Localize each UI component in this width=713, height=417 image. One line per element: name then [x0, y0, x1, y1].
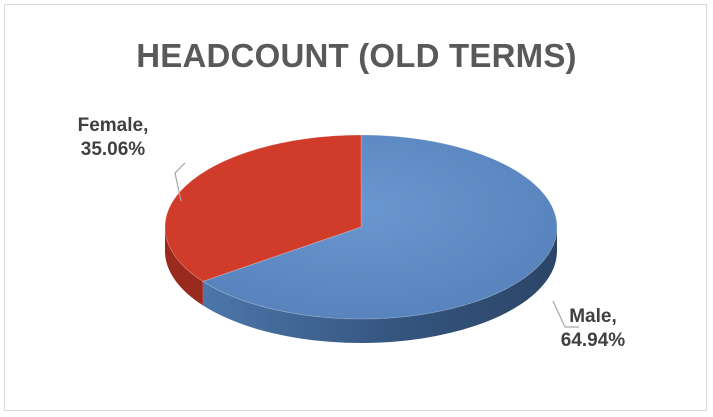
leader-line-male — [552, 300, 579, 328]
chart-frame: HEADCOUNT (OLD TERMS) Male, 64.94% Female,… — [4, 4, 707, 411]
leader-line-female — [174, 162, 186, 202]
data-label-female: Female, 35.06% — [78, 115, 149, 160]
pie-chart-plot: Male, 64.94% Female, 35.06% — [78, 115, 626, 351]
chart-title: HEADCOUNT (OLD TERMS) — [136, 37, 577, 74]
pie-slice-side-male — [202, 227, 558, 343]
pie-slice-side-female — [165, 227, 203, 306]
pie-slice-female — [164, 134, 362, 282]
data-label-male: Male, 64.94% — [561, 306, 626, 351]
pie-slice-male — [201, 134, 558, 320]
